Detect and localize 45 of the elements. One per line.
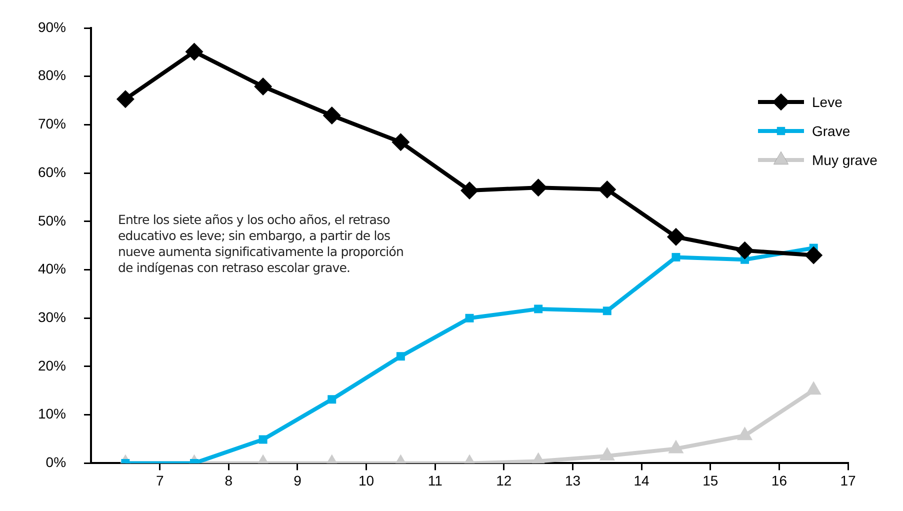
- y-tick-label: 70%: [38, 116, 66, 132]
- legend-label: Muy grave: [812, 152, 878, 168]
- x-tick-label: 12: [496, 472, 512, 488]
- point: [666, 228, 685, 246]
- y-tick-label: 80%: [38, 67, 66, 84]
- x-tick-label: 15: [702, 472, 718, 488]
- point: [598, 180, 616, 199]
- y-tick-label: 90%: [38, 18, 66, 35]
- point: [534, 304, 543, 314]
- y-tick-label: 30%: [38, 308, 66, 325]
- x-tick-label: 7: [156, 472, 164, 488]
- x-tick-label: 11: [428, 472, 443, 488]
- x-tick-label: 16: [771, 472, 788, 488]
- y-tick-label: 50%: [38, 212, 66, 228]
- point: [465, 314, 474, 322]
- y-tick-label: 60%: [38, 164, 66, 180]
- x-tick-label: 13: [564, 472, 581, 488]
- point: [668, 440, 684, 454]
- point: [392, 133, 410, 152]
- point: [185, 42, 204, 61]
- legend-label: Leve: [812, 94, 843, 110]
- y-tick-label: 40%: [38, 260, 66, 277]
- point: [116, 90, 134, 108]
- y-tick-label: 0%: [46, 454, 66, 470]
- annotation: Entre los siete años y los ocho años, el retraso educativo es leve; sin embargo, a partir de los nueve aumenta significativamente la proporción de indígenas con retraso escolar grave.: [118, 212, 405, 276]
- x-tick-label: 14: [634, 472, 650, 488]
- point: [736, 426, 753, 440]
- point: [396, 352, 405, 361]
- point: [602, 306, 612, 316]
- x-tick-label: 9: [294, 472, 302, 488]
- point: [322, 106, 341, 125]
- y-tick-label: 10%: [38, 406, 66, 422]
- point: [599, 446, 615, 460]
- point: [460, 181, 479, 200]
- legend-label: Grave: [812, 122, 850, 139]
- point: [804, 246, 823, 264]
- y-tick-label: 20%: [38, 357, 66, 374]
- point: [806, 381, 822, 395]
- point: [254, 78, 272, 96]
- point: [529, 178, 548, 197]
- x-tick-label: 17: [840, 472, 856, 488]
- point: [672, 252, 680, 262]
- x-tick-label: 8: [224, 472, 233, 488]
- point: [736, 241, 754, 260]
- x-tick-label: 10: [358, 472, 374, 488]
